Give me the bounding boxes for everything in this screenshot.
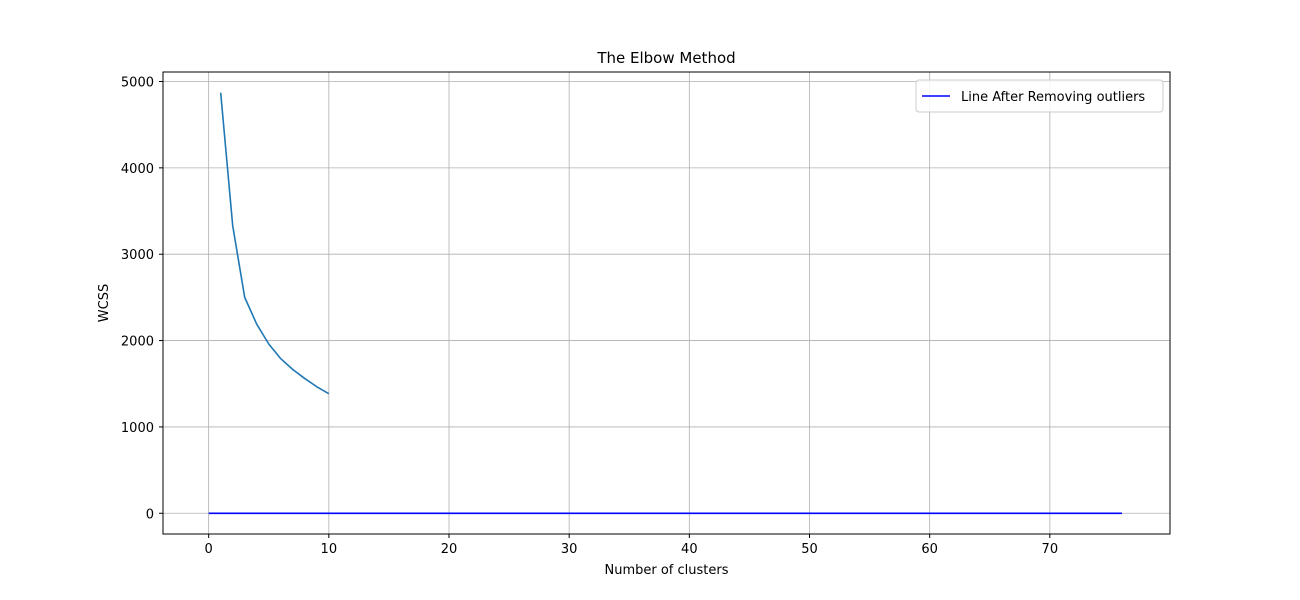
x-tick-label: 0 <box>205 542 213 557</box>
plot-frame <box>162 71 1171 535</box>
x-tick-label: 20 <box>441 542 458 557</box>
x-tick-label: 60 <box>921 542 938 557</box>
series-layer <box>208 92 1122 515</box>
legend-box <box>915 79 1164 113</box>
legend-entry-label: Line After Removing outliers <box>961 90 1145 105</box>
x-tick-label: 30 <box>561 542 578 557</box>
x-axis-label: Number of clusters <box>604 563 728 578</box>
x-tick-label: 10 <box>321 542 338 557</box>
chart-title: The Elbow Method <box>596 49 735 67</box>
legend: Line After Removing outliers <box>915 79 1164 113</box>
y-tick-label: 5000 <box>121 75 154 90</box>
x-tick-label: 50 <box>801 542 818 557</box>
y-tick-label: 4000 <box>121 162 154 177</box>
x-tick-label: 70 <box>1042 542 1059 557</box>
y-tick-label: 3000 <box>121 248 154 263</box>
series-line-0 <box>219 92 330 395</box>
y-axis-label: WCSS <box>97 284 112 322</box>
y-tick-label: 2000 <box>121 335 154 350</box>
axis-ticks: 0 10 20 30 40 50 60 70 0 1000 2000 3000 4000 5000 <box>121 75 1058 557</box>
y-tick-label: 1000 <box>121 421 154 436</box>
x-tick-label: 40 <box>681 542 698 557</box>
y-tick-label: 0 <box>146 507 154 522</box>
